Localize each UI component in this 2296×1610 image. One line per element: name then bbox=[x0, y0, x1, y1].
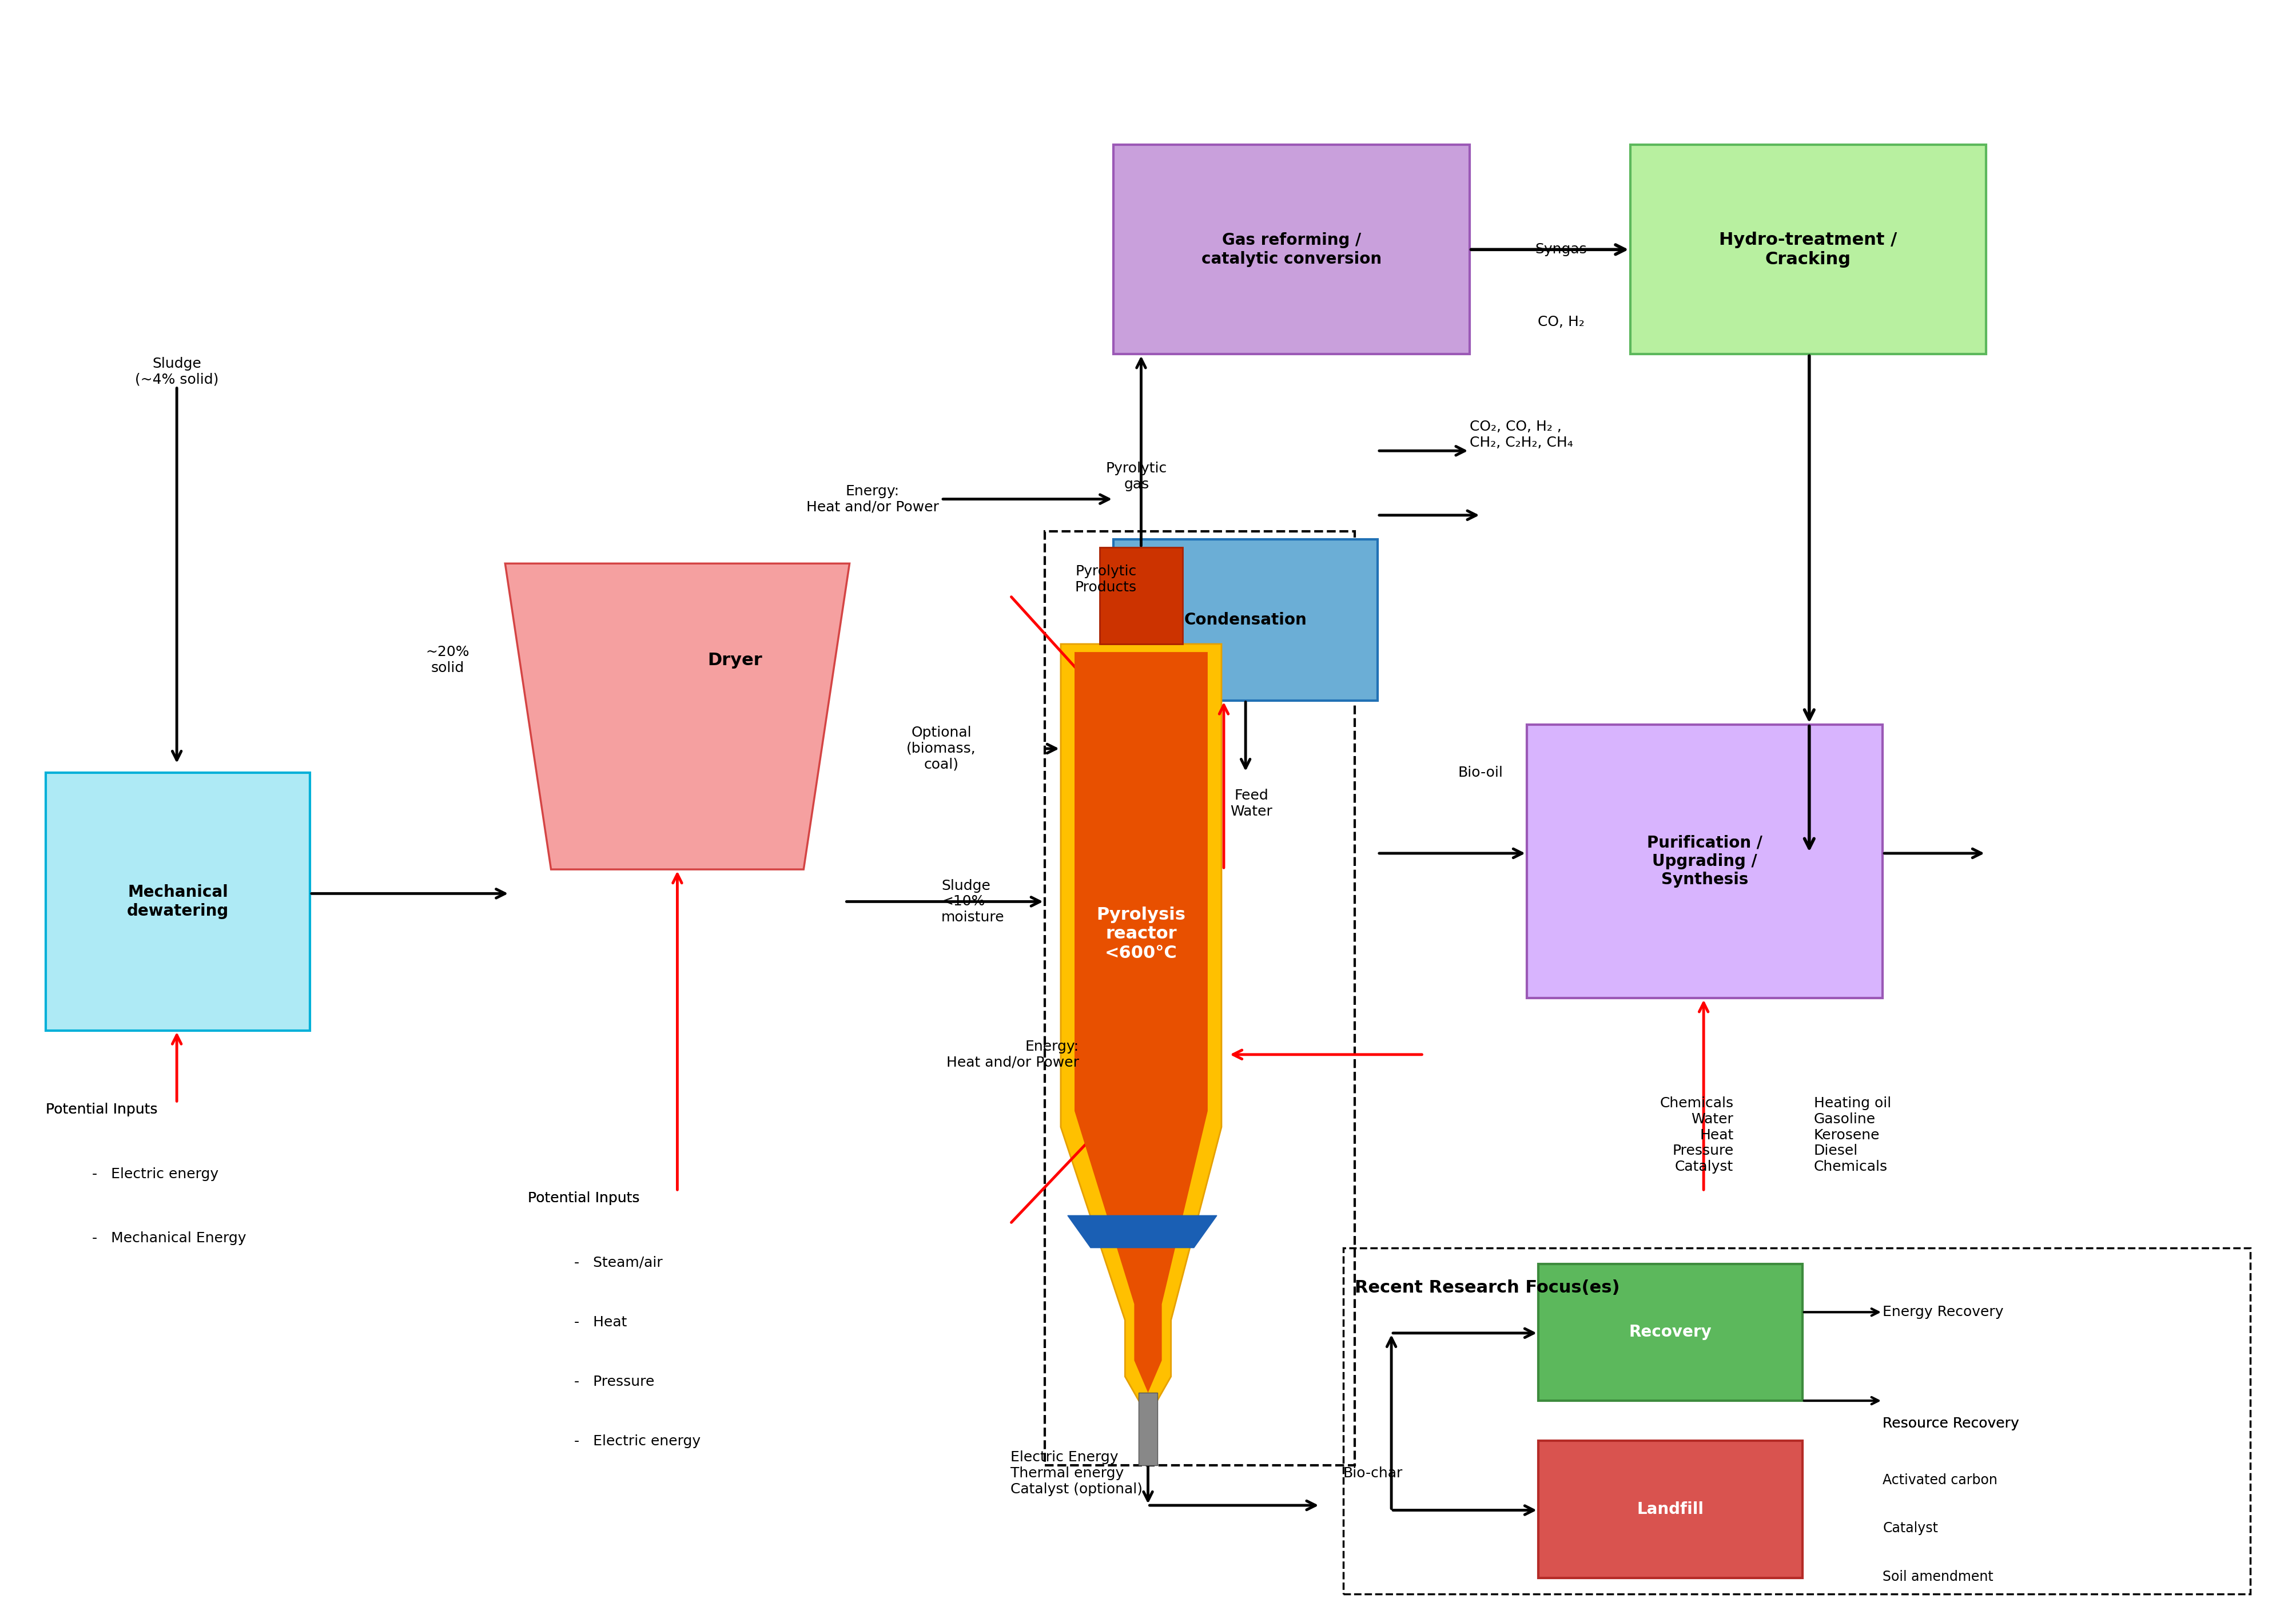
Text: Gas reforming /
catalytic conversion: Gas reforming / catalytic conversion bbox=[1201, 232, 1382, 267]
Text: Recovery: Recovery bbox=[1628, 1325, 1713, 1340]
Text: CO, H₂: CO, H₂ bbox=[1538, 316, 1584, 328]
Text: Landfill: Landfill bbox=[1637, 1502, 1704, 1517]
Polygon shape bbox=[505, 563, 850, 869]
Text: Hydro-treatment /
Cracking: Hydro-treatment / Cracking bbox=[1720, 232, 1896, 267]
Text: -   Steam/air: - Steam/air bbox=[574, 1256, 664, 1270]
FancyBboxPatch shape bbox=[1114, 539, 1378, 700]
Text: -   Pressure: - Pressure bbox=[574, 1375, 654, 1389]
Text: Heating oil
Gasoline
Kerosene
Diesel
Chemicals: Heating oil Gasoline Kerosene Diesel Che… bbox=[1814, 1096, 1892, 1174]
Text: Resource Recovery: Resource Recovery bbox=[1883, 1417, 2018, 1431]
Text: Energy Recovery: Energy Recovery bbox=[1883, 1306, 2004, 1319]
FancyBboxPatch shape bbox=[46, 773, 310, 1030]
Text: CO₂, CO, H₂ ,
CH₂, C₂H₂, CH₄: CO₂, CO, H₂ , CH₂, C₂H₂, CH₄ bbox=[1469, 420, 1573, 449]
FancyBboxPatch shape bbox=[1538, 1441, 1802, 1578]
Text: Pyrolytic
gas: Pyrolytic gas bbox=[1107, 462, 1166, 491]
Text: Condensation: Condensation bbox=[1185, 612, 1306, 628]
Text: Electric Energy
Thermal energy
Catalyst (optional): Electric Energy Thermal energy Catalyst … bbox=[1010, 1451, 1143, 1496]
Text: Chemicals
Water
Heat
Pressure
Catalyst: Chemicals Water Heat Pressure Catalyst bbox=[1660, 1096, 1733, 1174]
Text: Purification /
Upgrading /
Synthesis: Purification / Upgrading / Synthesis bbox=[1646, 836, 1763, 887]
Text: -   Heat: - Heat bbox=[574, 1315, 627, 1330]
Text: Bio-oil: Bio-oil bbox=[1458, 766, 1504, 779]
Text: -   Electric energy: - Electric energy bbox=[574, 1435, 700, 1449]
Polygon shape bbox=[1139, 1393, 1157, 1465]
Polygon shape bbox=[1068, 1216, 1217, 1248]
Bar bbox=[1045, 531, 1355, 1465]
Text: Recent Research Focus(es): Recent Research Focus(es) bbox=[1355, 1280, 1619, 1296]
Text: Sludge
(~4% solid): Sludge (~4% solid) bbox=[135, 357, 218, 386]
Text: Energy:
Heat and/or Power: Energy: Heat and/or Power bbox=[806, 485, 939, 514]
Text: Optional
(biomass,
coal): Optional (biomass, coal) bbox=[907, 726, 976, 771]
Text: Catalyst: Catalyst bbox=[1883, 1521, 1938, 1536]
Polygon shape bbox=[1075, 652, 1208, 1393]
FancyBboxPatch shape bbox=[1630, 145, 1986, 354]
Text: ~20%
solid: ~20% solid bbox=[425, 646, 471, 675]
Text: Resource Recovery: Resource Recovery bbox=[1883, 1417, 2018, 1431]
Text: Dryer: Dryer bbox=[707, 652, 762, 668]
Text: -   Electric energy: - Electric energy bbox=[92, 1167, 218, 1182]
Text: Soil amendment: Soil amendment bbox=[1883, 1570, 1993, 1584]
Text: Potential Inputs: Potential Inputs bbox=[528, 1191, 641, 1206]
Text: Potential Inputs: Potential Inputs bbox=[46, 1103, 158, 1117]
Bar bbox=[1343, 1248, 2250, 1594]
Text: Mechanical
dewatering: Mechanical dewatering bbox=[126, 884, 230, 919]
Text: Energy:
Heat and/or Power: Energy: Heat and/or Power bbox=[946, 1040, 1079, 1069]
Text: Potential Inputs: Potential Inputs bbox=[528, 1191, 641, 1206]
Text: -   Mechanical Energy: - Mechanical Energy bbox=[92, 1232, 246, 1246]
Text: Syngas: Syngas bbox=[1536, 243, 1587, 256]
FancyBboxPatch shape bbox=[1114, 145, 1469, 354]
Text: Pyrolytic
Products: Pyrolytic Products bbox=[1075, 565, 1137, 594]
Text: Bio-char: Bio-char bbox=[1343, 1467, 1403, 1480]
Polygon shape bbox=[1100, 547, 1182, 644]
Text: Pyrolysis
reactor
<600°C: Pyrolysis reactor <600°C bbox=[1097, 906, 1185, 961]
FancyBboxPatch shape bbox=[1527, 724, 1883, 998]
Text: Sludge
<10%
moisture: Sludge <10% moisture bbox=[941, 879, 1006, 924]
Text: Potential Inputs: Potential Inputs bbox=[46, 1103, 158, 1117]
FancyBboxPatch shape bbox=[1538, 1264, 1802, 1401]
Polygon shape bbox=[1061, 644, 1221, 1417]
Text: Activated carbon: Activated carbon bbox=[1883, 1473, 1998, 1488]
Text: Feed
Water: Feed Water bbox=[1231, 789, 1272, 818]
